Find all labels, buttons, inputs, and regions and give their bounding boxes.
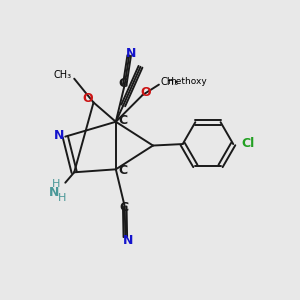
- Text: N: N: [54, 129, 64, 142]
- Text: C: C: [119, 202, 128, 214]
- Text: O: O: [82, 92, 93, 105]
- Text: H: H: [58, 193, 67, 202]
- Text: C: C: [119, 114, 128, 127]
- Text: H: H: [52, 179, 61, 189]
- Text: CH₃: CH₃: [54, 70, 72, 80]
- Text: N: N: [122, 234, 133, 247]
- Text: N: N: [125, 47, 136, 60]
- Text: C: C: [119, 164, 128, 177]
- Text: O: O: [140, 86, 151, 99]
- Text: methoxy: methoxy: [167, 77, 207, 86]
- Text: C: C: [119, 76, 128, 90]
- Text: N: N: [49, 186, 59, 199]
- Text: Cl: Cl: [242, 137, 255, 150]
- Text: CH₃: CH₃: [160, 76, 178, 87]
